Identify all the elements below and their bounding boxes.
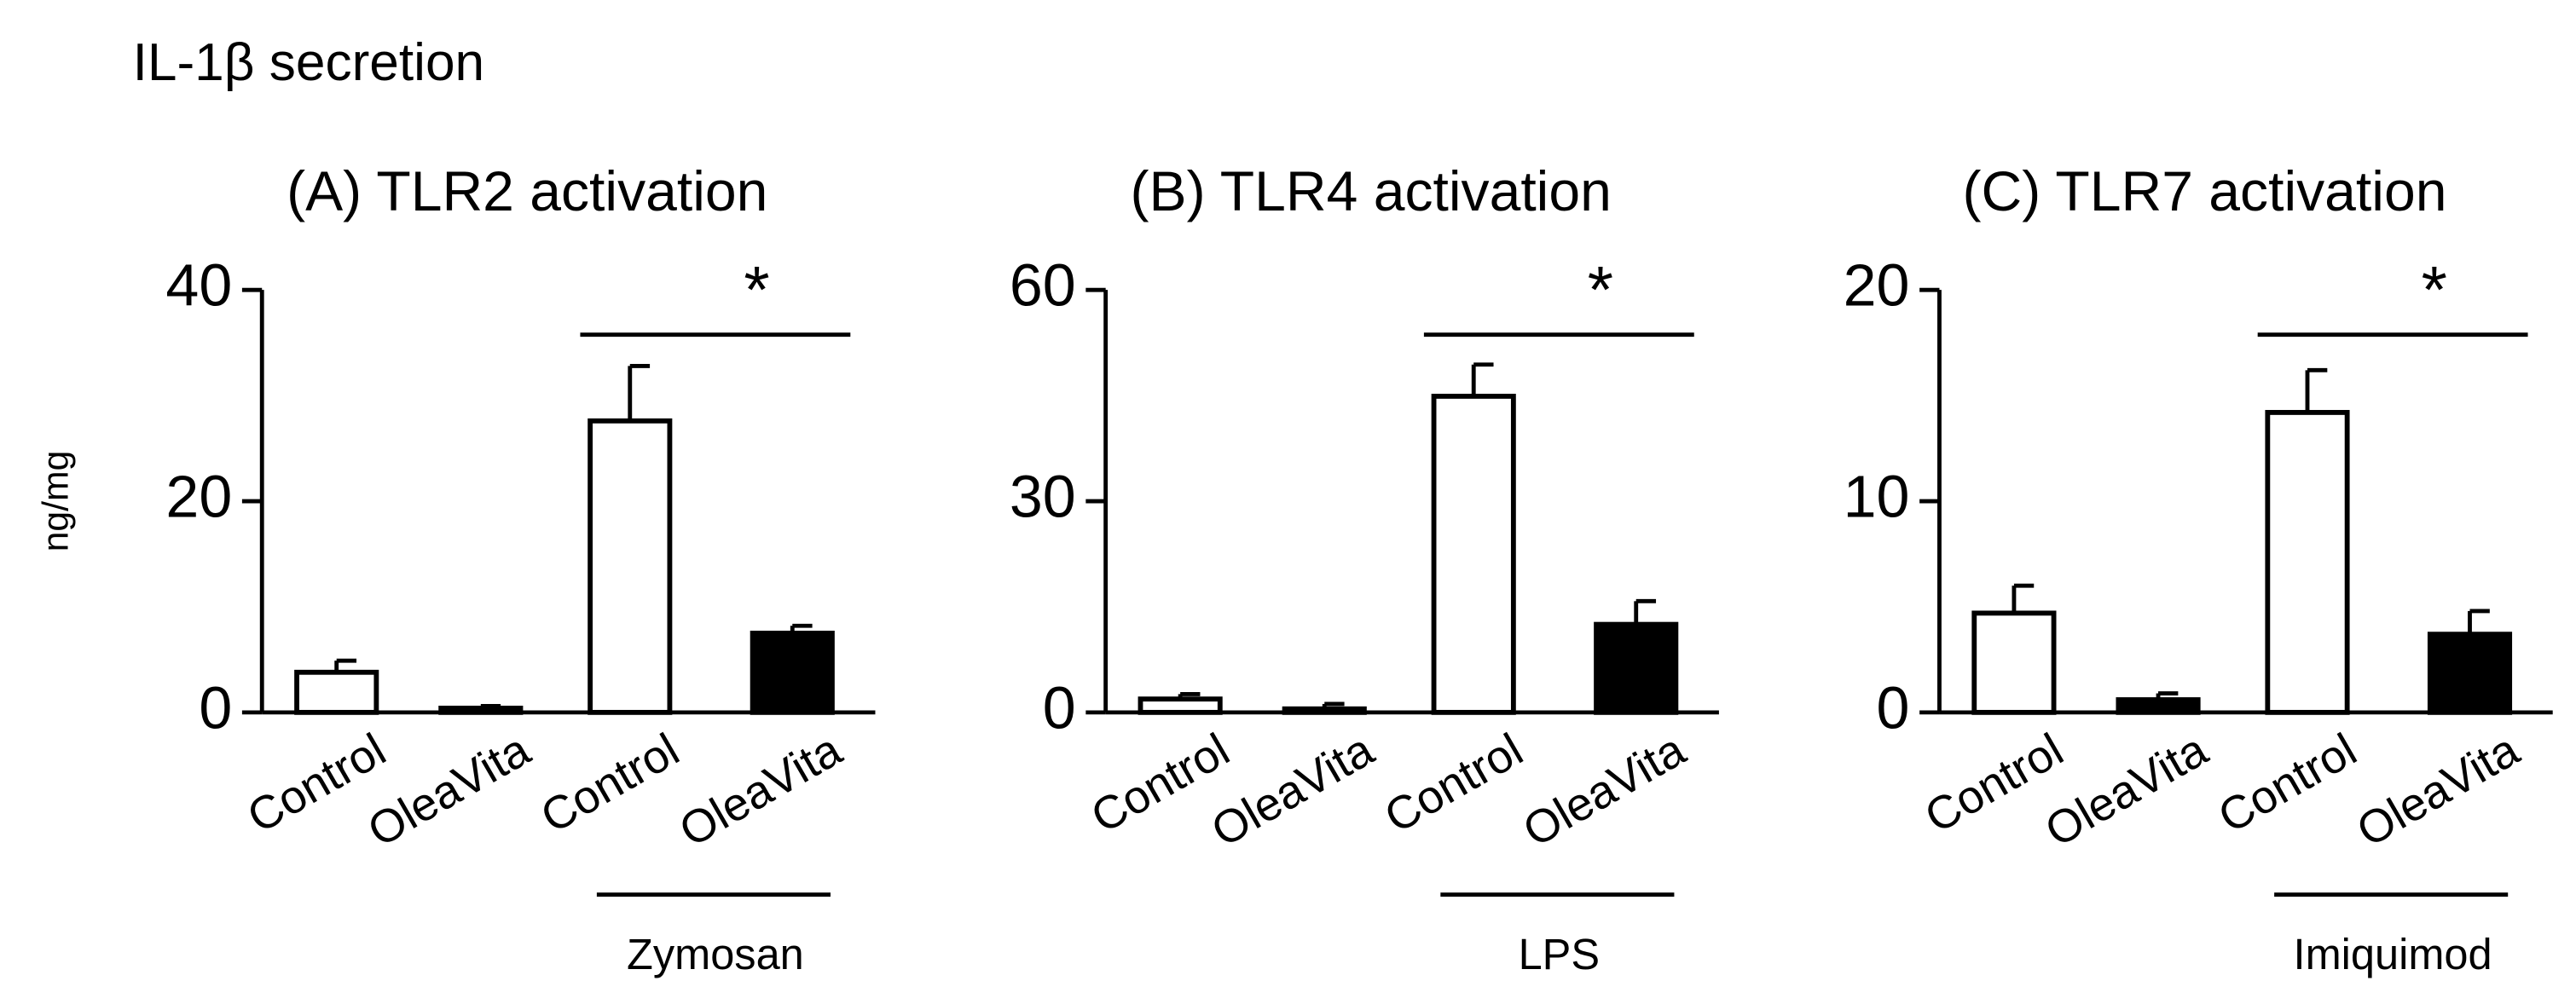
bar <box>1137 696 1223 715</box>
significance-star: * <box>2422 254 2447 327</box>
y-axis-label: ng/mg <box>35 451 76 552</box>
bar <box>2427 632 2513 715</box>
y-tick-label: 30 <box>1010 464 1076 530</box>
figure-title: IL-1β secretion <box>133 33 485 92</box>
group-label: Imiquimod <box>2294 930 2492 978</box>
bar <box>438 706 524 715</box>
bar <box>1431 394 1516 715</box>
group-label: LPS <box>1519 930 1601 978</box>
y-tick-label: 10 <box>1844 464 1910 530</box>
bar <box>2116 697 2201 715</box>
x-tick-label: OleaVita <box>1514 723 1694 857</box>
bar <box>294 669 379 715</box>
y-tick-label: 60 <box>1010 252 1076 319</box>
y-tick-label: 20 <box>1844 252 1910 319</box>
x-tick-label: Control <box>532 724 687 844</box>
bar <box>2265 410 2350 715</box>
y-tick-label: 20 <box>165 464 232 530</box>
panel-title: (A) TLR2 activation <box>287 160 767 223</box>
y-tick-label: 0 <box>199 674 232 741</box>
bar <box>1282 706 1367 715</box>
x-tick-label: OleaVita <box>359 723 539 857</box>
bar <box>588 418 673 715</box>
bar <box>750 631 835 715</box>
x-tick-label: OleaVita <box>1203 723 1383 857</box>
x-tick-label: Control <box>2209 724 2365 844</box>
y-tick-label: 40 <box>165 252 232 319</box>
x-tick-label: OleaVita <box>2036 723 2216 857</box>
x-tick-label: OleaVita <box>2348 723 2528 857</box>
panel-title: (C) TLR7 activation <box>1962 160 2446 223</box>
panel-title: (B) TLR4 activation <box>1131 160 1612 223</box>
significance-star: * <box>744 254 769 327</box>
y-tick-label: 0 <box>1043 674 1076 741</box>
group-label: Zymosan <box>627 930 804 978</box>
bar <box>1971 610 2057 715</box>
significance-star: * <box>1588 254 1613 327</box>
y-tick-label: 0 <box>1877 674 1910 741</box>
x-tick-label: Control <box>1375 724 1531 844</box>
x-tick-label: OleaVita <box>671 723 851 857</box>
bar <box>1594 621 1679 715</box>
